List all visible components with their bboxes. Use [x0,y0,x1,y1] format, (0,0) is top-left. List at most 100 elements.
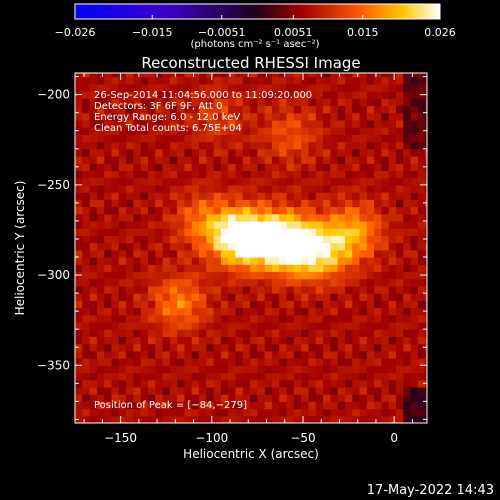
heatmap-cell [155,206,164,215]
heatmap-cell [177,278,186,287]
heatmap-cell [395,249,404,258]
heatmap-cell [286,358,295,366]
heatmap-cell [359,343,368,352]
heatmap-cell [199,321,207,330]
heatmap-cell [220,394,229,402]
heatmap-cell [96,220,105,229]
heatmap-cell [96,350,105,359]
heatmap-cell [410,134,419,143]
heatmap-cell [330,119,339,128]
heatmap-cell [264,343,273,352]
heatmap-cell [388,365,397,374]
heatmap-cell [315,321,324,330]
heatmap-cell [140,91,149,99]
heatmap-cell [104,264,113,273]
heatmap-cell [381,394,390,402]
heatmap-cell [410,242,419,251]
heatmap-cell [213,73,222,78]
heatmap-cell [286,336,295,345]
heatmap-cell [330,300,339,309]
heatmap-cell [140,228,149,236]
heatmap-cell [337,350,346,359]
heatmap-cell [177,91,186,99]
heatmap-cell [213,235,222,244]
heatmap-cell [381,235,390,244]
heatmap-cell [388,184,397,193]
heatmap-cell [264,408,273,417]
heatmap-cell [184,394,193,402]
heatmap-cell [374,184,383,193]
heatmap-cell [162,213,171,222]
heatmap-cell [293,365,302,374]
heatmap-cell [344,285,353,294]
heatmap-cell [133,91,142,99]
heatmap-cell [279,386,288,395]
heatmap-cell [315,257,324,265]
heatmap-cell [301,163,310,172]
heatmap-cell [410,141,419,150]
heatmap-cell [228,141,237,150]
heatmap-cell [337,184,346,193]
heatmap-cell [352,285,361,294]
heatmap-cell [220,358,229,366]
heatmap-cell [395,358,404,366]
heatmap-cell [410,83,419,92]
heatmap-cell [169,329,178,338]
heatmap-cell [96,91,105,99]
heatmap-cell [417,300,426,309]
heatmap-cell [199,91,207,99]
heatmap-cell [308,148,317,157]
heatmap-cell [403,271,412,280]
heatmap-cell [111,163,120,172]
heatmap-cell [104,358,113,366]
heatmap-cell [257,127,266,135]
heatmap-cell [323,206,331,215]
heatmap-cell [147,293,156,301]
heatmap-cell [250,264,258,273]
heatmap-cell [250,206,258,215]
heatmap-cell [301,134,310,143]
heatmap-cell [104,148,113,157]
heatmap-cell [213,148,222,157]
heatmap-cell [147,119,156,128]
heatmap-cell [250,415,258,423]
heatmap-cell [395,155,404,164]
heatmap-cell [344,271,353,280]
heatmap-cell [286,199,295,208]
annotation-line: Detectors: 3F 6F 9F, Att 0 [94,101,222,112]
heatmap-cell [184,350,193,359]
heatmap-cell [330,321,339,330]
heatmap-cell [235,163,244,172]
heatmap-cell [308,98,317,107]
heatmap-cell [417,336,426,345]
heatmap-cell [395,199,404,208]
heatmap-cell [425,184,427,193]
heatmap-cell [352,372,361,381]
heatmap-cell [89,199,98,208]
heatmap-cell [228,127,237,135]
heatmap-cell [403,314,412,323]
heatmap-cell [308,177,317,186]
heatmap-cell [293,76,302,85]
heatmap-cell [279,394,288,402]
heatmap-cell [271,98,280,107]
heatmap-cell [96,271,105,280]
heatmap-cell [337,91,346,99]
heatmap-cell [75,242,83,251]
heatmap-cell [337,83,346,92]
heatmap-cell [301,83,310,92]
heatmap-cell [264,386,273,395]
heatmap-cell [126,314,134,323]
heatmap-cell [286,257,295,265]
heatmap-cell [75,358,83,366]
heatmap-cell [315,213,324,222]
heatmap-cell [111,379,120,388]
heatmap-cell [330,343,339,352]
heatmap-cell [75,228,83,236]
heatmap-cell [235,112,244,121]
heatmap-cell [279,307,288,316]
heatmap-cell [228,307,237,316]
heatmap-cell [96,343,105,352]
heatmap-cell [323,321,331,330]
heatmap-cell [89,76,98,85]
